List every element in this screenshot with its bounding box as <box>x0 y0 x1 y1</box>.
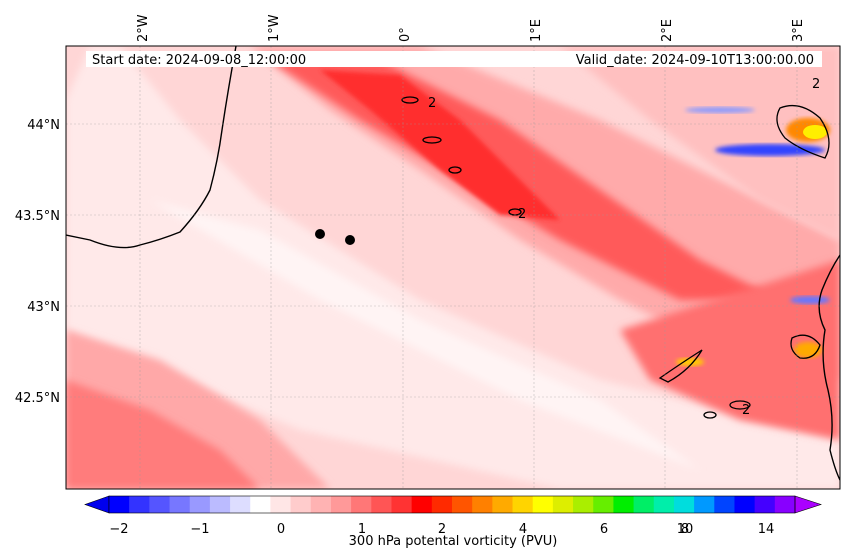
colorbar-extend-low <box>84 495 110 514</box>
lon-tick-label: 1°W <box>267 14 282 42</box>
contour-label: 2 <box>812 77 820 92</box>
colorbar-swatch <box>230 496 251 513</box>
colorbar-swatch <box>633 496 655 513</box>
header-box <box>86 51 822 67</box>
map-frame <box>65 45 841 490</box>
colorbar-swatch <box>512 496 534 513</box>
contour-label: 2 <box>428 96 436 111</box>
lon-tick-label: 0° <box>398 27 413 42</box>
colorbar-swatch <box>149 496 171 513</box>
colorbar-swatch <box>129 496 150 513</box>
colorbar-swatch <box>754 496 776 513</box>
colorbar-swatch <box>351 496 372 513</box>
colorbar-swatch <box>391 496 413 513</box>
colorbar-tick-label: 10 <box>677 522 694 537</box>
colorbar-swatch <box>169 496 191 513</box>
colorbar-swatch <box>431 496 453 513</box>
colorbar-swatch <box>310 496 332 513</box>
colorbar-swatch <box>593 496 614 513</box>
latitude-ticks: 44°N 43.5°N 43°N 42.5°N <box>15 118 60 406</box>
colorbar-tick-label: 0 <box>277 522 285 537</box>
colorbar-ticks: −2 −1 0 1 2 4 6 8 10 14 <box>109 522 774 537</box>
colorbar-extend-high <box>794 495 822 514</box>
colorbar-tick-label: 4 <box>519 522 527 537</box>
colorbar-tick-label: −1 <box>190 522 209 537</box>
colorbar-swatch <box>109 496 130 513</box>
colorbar-tick-label: 6 <box>600 522 608 537</box>
colorbar-swatch <box>774 496 796 513</box>
location-marker <box>315 229 325 239</box>
colorbar-tick-label: 8 <box>681 522 689 537</box>
colorbar-tick-label: 1 <box>358 522 366 537</box>
colorbar-swatch <box>653 496 675 513</box>
colorbar-swatch <box>613 496 635 513</box>
colorbar-swatch <box>250 496 271 513</box>
colorbar-swatch <box>189 496 211 513</box>
lat-tick-label: 43°N <box>27 300 60 315</box>
colorbar-swatch <box>371 496 392 513</box>
start-date: Start date: 2024-09-08_12:00:00 <box>92 53 306 68</box>
location-marker <box>345 235 355 245</box>
colorbar-label: 300 hPa potental vorticity (PVU) <box>349 534 558 549</box>
colorbar-swatch <box>411 496 433 513</box>
colorbar-swatch <box>270 496 292 513</box>
valid-date: Valid_date: 2024-09-10T13:00:00.00 <box>576 53 814 68</box>
colorbar-tick-label: 14 <box>758 522 775 537</box>
lon-tick-label: 2°W <box>136 14 151 42</box>
colorbar-swatch <box>673 496 695 513</box>
colorbar-swatch <box>552 496 574 513</box>
lat-tick-label: 42.5°N <box>15 391 60 406</box>
colorbar-swatch <box>492 496 514 513</box>
colorbar <box>84 495 822 514</box>
colorbar-swatch <box>694 496 715 513</box>
longitude-ticks: 2°W 1°W 0° 1°E 2°E 3°E <box>136 14 806 42</box>
lon-tick-label: 2°E <box>660 19 675 42</box>
colorbar-swatch <box>452 496 473 513</box>
colorbar-swatch <box>209 496 231 513</box>
colorbar-tick-label: −2 <box>109 522 128 537</box>
lat-tick-label: 44°N <box>27 118 60 133</box>
colorbar-frame <box>108 495 796 514</box>
contour-label: 2 <box>518 207 526 222</box>
colorbar-swatch <box>330 496 352 513</box>
colorbar-swatch <box>734 496 756 513</box>
colorbar-tick-label: 2 <box>438 522 446 537</box>
colorbar-swatch <box>573 496 594 513</box>
contour-labels: 2 2 2 2 <box>428 77 820 418</box>
colorbar-swatch <box>714 496 735 513</box>
colorbar-swatch <box>532 496 554 513</box>
lat-tick-label: 43.5°N <box>15 209 60 224</box>
contour-label: 2 <box>742 403 750 418</box>
lon-tick-label: 3°E <box>791 19 806 42</box>
lon-tick-label: 1°E <box>529 19 544 42</box>
pv-field <box>66 46 840 489</box>
colorbar-swatch <box>472 496 493 513</box>
colorbar-swatch <box>290 496 312 513</box>
